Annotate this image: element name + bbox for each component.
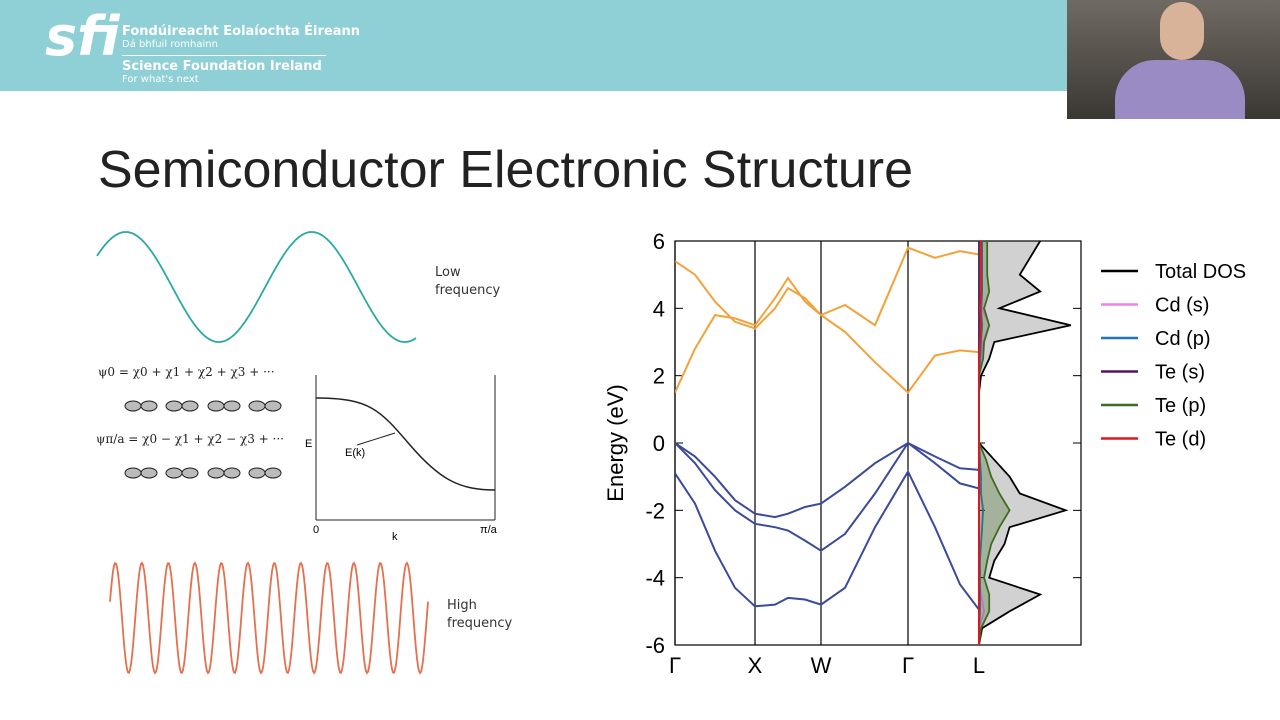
presenter bbox=[1115, 60, 1245, 119]
y-tick-label: 6 bbox=[653, 229, 665, 254]
band-line bbox=[675, 246, 979, 330]
lobe bbox=[181, 467, 199, 479]
legend-label: Cd (s) bbox=[1155, 295, 1209, 317]
slide-title: Semiconductor Electronic Structure bbox=[98, 141, 914, 199]
low-frequency-label: Low frequency bbox=[435, 265, 501, 298]
ek-diagram bbox=[315, 375, 496, 521]
waves bbox=[96, 231, 429, 675]
lobe bbox=[264, 400, 282, 412]
webcam-feed bbox=[1067, 0, 1280, 119]
y-tick-label: 0 bbox=[653, 431, 665, 456]
divider bbox=[122, 55, 326, 56]
x-tick-label: L bbox=[973, 653, 985, 678]
band-line bbox=[675, 469, 979, 611]
orbital-lobes bbox=[124, 400, 282, 479]
lobe bbox=[248, 400, 266, 412]
lobe bbox=[165, 400, 183, 412]
x-tick-label: W bbox=[811, 653, 832, 678]
lobe bbox=[124, 467, 142, 479]
legend-label: Total DOS bbox=[1155, 261, 1246, 283]
legend-label: Te (d) bbox=[1155, 429, 1206, 451]
legend-label: Te (s) bbox=[1155, 362, 1205, 384]
org-name: Science Foundation Ireland bbox=[122, 59, 322, 74]
lobe bbox=[181, 400, 199, 412]
lobe bbox=[140, 400, 158, 412]
ek-origin: 0 bbox=[313, 524, 319, 536]
logo: sfi bbox=[45, 5, 120, 68]
ek-curve bbox=[315, 397, 496, 491]
x-tick-label: Γ bbox=[902, 653, 914, 678]
band-line bbox=[675, 441, 979, 552]
plot-frame bbox=[674, 240, 1082, 646]
x-tick-label: Γ bbox=[669, 653, 681, 678]
presenter-face bbox=[1160, 2, 1204, 60]
lobe bbox=[124, 400, 142, 412]
band-line bbox=[675, 441, 979, 519]
lobe bbox=[140, 467, 158, 479]
legend-label: Te (p) bbox=[1155, 395, 1206, 417]
lobe bbox=[207, 467, 225, 479]
y-axis-label: Energy (eV) bbox=[603, 384, 628, 501]
y-tick-label: 2 bbox=[653, 364, 665, 389]
pointer bbox=[356, 432, 396, 446]
wave bbox=[109, 561, 429, 675]
dos-fill bbox=[979, 241, 1010, 645]
equation: ψ0 = χ0 + χ1 + χ2 + χ3 + ··· bbox=[98, 365, 275, 379]
ek-k-label: k bbox=[392, 531, 398, 543]
ek-e-label: E bbox=[305, 438, 312, 450]
y-tick-label: -4 bbox=[645, 566, 665, 591]
lobe bbox=[207, 400, 225, 412]
band-line bbox=[675, 276, 979, 394]
lobe bbox=[248, 467, 266, 479]
org-name-irish: Fondúireacht Eolaíochta Éireann bbox=[122, 24, 361, 39]
ek-end-label: π/a bbox=[480, 524, 498, 536]
x-tick-label: X bbox=[748, 653, 763, 678]
legend-label: Cd (p) bbox=[1155, 328, 1211, 350]
dos-line bbox=[978, 241, 982, 645]
equation: ψπ/a = χ0 − χ1 + χ2 − χ3 + ··· bbox=[96, 432, 284, 446]
motto: For what's next bbox=[122, 74, 199, 85]
ek-curve-label: E(k) bbox=[345, 447, 365, 459]
dos-fill bbox=[979, 241, 1071, 645]
y-tick-label: -2 bbox=[645, 498, 665, 523]
lobe bbox=[165, 467, 183, 479]
y-tick-label: 4 bbox=[653, 296, 665, 321]
lobe bbox=[223, 467, 241, 479]
high-frequency-label: High frequency bbox=[447, 598, 513, 631]
header-banner: sfi Fondúireacht Eolaíochta Éireann Dá b… bbox=[0, 0, 1067, 91]
wave bbox=[96, 231, 417, 343]
lobe bbox=[223, 400, 241, 412]
lobe bbox=[264, 467, 282, 479]
motto-irish: Dá bhfuil romhainn bbox=[122, 39, 218, 50]
y-tick-label: -6 bbox=[645, 633, 665, 658]
